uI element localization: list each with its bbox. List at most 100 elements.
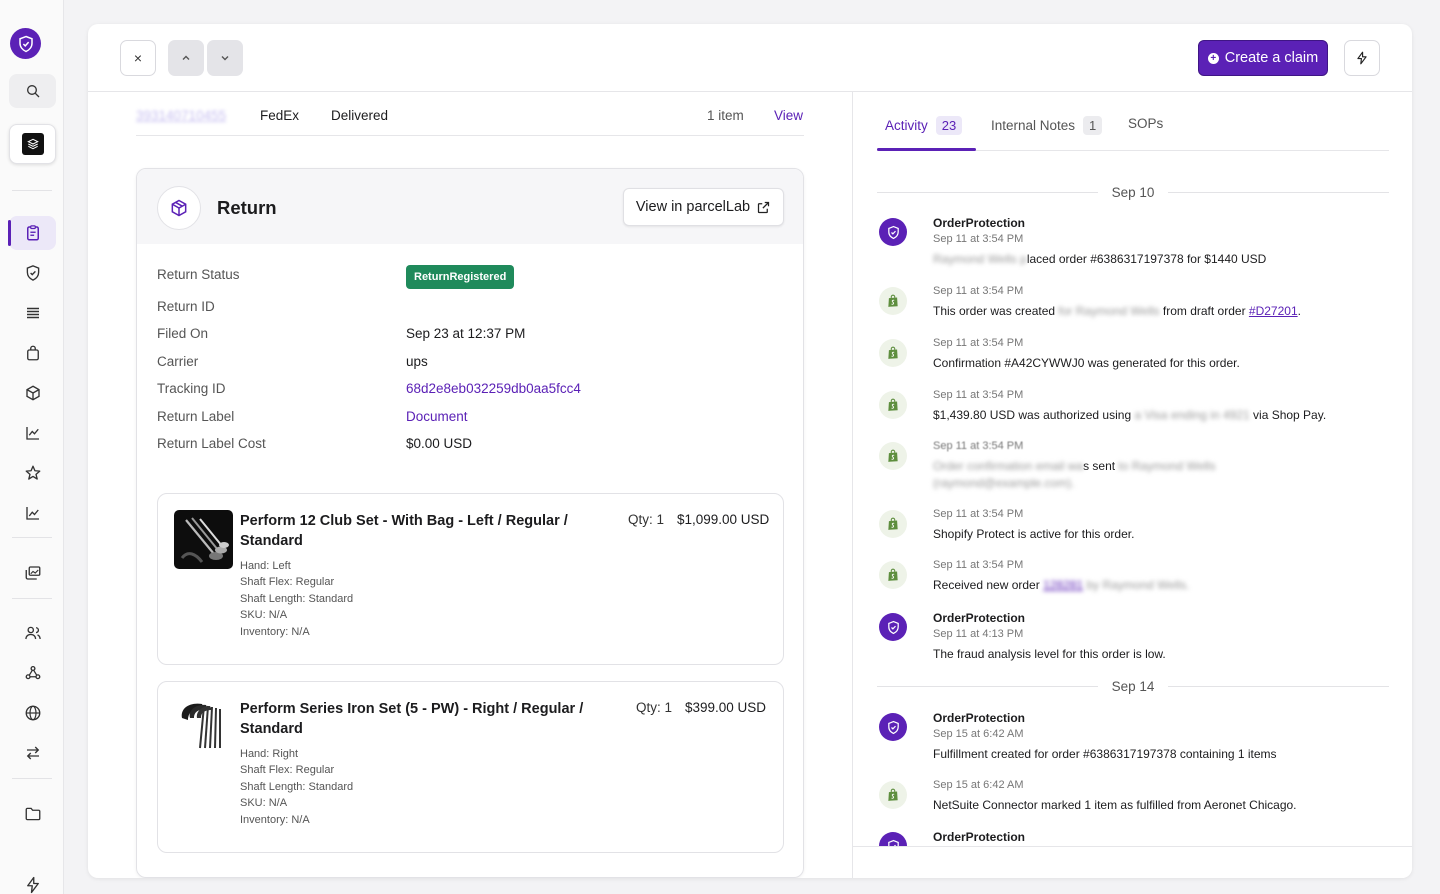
item-attr-inventory: Inventory: N/A	[240, 814, 310, 826]
tracking-number-link[interactable]: 393140710455	[136, 108, 227, 123]
search-icon[interactable]	[9, 74, 56, 108]
brand-shield-icon[interactable]	[10, 28, 41, 59]
event-time: Sep 11 at 3:54 PM	[933, 285, 1024, 297]
next-button[interactable]	[207, 40, 243, 76]
quick-actions-button[interactable]	[1344, 40, 1380, 76]
product-image-club-set	[174, 510, 233, 569]
flash-icon	[1357, 51, 1367, 65]
create-claim-label: Create a claim	[1224, 50, 1319, 66]
gallery-icon[interactable]	[9, 556, 56, 590]
return-status-badge: ReturnRegistered	[406, 265, 515, 289]
orderprotection-shield-icon	[879, 713, 907, 741]
activity-tabs: Activity 23 Internal Notes 1 SOPs	[877, 92, 1389, 151]
activity-footer	[853, 846, 1412, 878]
event-time: Sep 11 at 3:54 PM	[933, 440, 1024, 452]
active-tab-indicator	[877, 148, 976, 151]
event-time: Sep 11 at 3:54 PM	[933, 389, 1024, 401]
shopify-bag-icon	[879, 287, 907, 315]
bag-icon[interactable]	[9, 336, 56, 370]
item-quantity: Qty: 1	[636, 700, 673, 715]
analytics-icon[interactable]	[9, 496, 56, 530]
tracking-id-link[interactable]: 68d2e8eb032259db0aa5fcc4	[406, 381, 581, 396]
chart-icon[interactable]	[9, 416, 56, 450]
shopify-bag-icon	[879, 391, 907, 419]
shopify-bag-icon	[879, 561, 907, 589]
sidebar-divider	[12, 537, 52, 538]
shopify-bag-icon	[879, 442, 907, 470]
field-value-carrier: ups	[406, 354, 428, 369]
shipment-carrier: FedEx	[260, 108, 300, 123]
shipment-row: 393140710455 FedEx Delivered 1 item View	[136, 92, 804, 136]
flash-icon[interactable]	[9, 868, 56, 894]
package-icon[interactable]	[9, 376, 56, 410]
event-text: The fraud analysis level for this order …	[933, 647, 1166, 661]
event-time: Sep 11 at 3:54 PM	[933, 233, 1024, 245]
close-icon: ×	[133, 50, 143, 66]
field-label-carrier: Carrier	[157, 354, 199, 369]
return-label-document-link[interactable]: Document	[406, 409, 468, 424]
event-text: NetSuite Connector marked 1 item as fulf…	[933, 798, 1297, 812]
tab-sops-label: SOPs	[1128, 116, 1164, 131]
tab-internal-notes-count: 1	[1083, 116, 1103, 135]
store-icon[interactable]	[9, 124, 56, 164]
return-item-card: Perform 12 Club Set - With Bag - Left / …	[157, 493, 784, 665]
order-detail-panel: × + Create a claim 393140710455 FedEx De…	[88, 24, 1412, 878]
orderprotection-shield-icon	[879, 218, 907, 246]
transfer-icon[interactable]	[9, 736, 56, 770]
event-text-continued: (raymond@example.com).	[933, 476, 1075, 490]
event-text: This order was created for Raymond Wells…	[933, 304, 1301, 318]
shopify-bag-icon	[879, 339, 907, 367]
date-separator: Sep 10	[877, 184, 1389, 200]
activity-event: OrderProtection	[877, 830, 1389, 846]
product-image-iron-set	[174, 698, 233, 757]
shopify-bag-icon	[879, 510, 907, 538]
item-attr-shaft-flex: Shaft Flex: Regular	[240, 764, 335, 776]
view-in-parcellab-button[interactable]: View in parcelLab	[623, 188, 784, 226]
previous-button[interactable]	[168, 40, 204, 76]
field-label-return-label-cost: Return Label Cost	[157, 436, 266, 451]
webhook-icon[interactable]	[9, 656, 56, 690]
users-icon[interactable]	[9, 616, 56, 650]
tab-activity-label: Activity	[885, 118, 928, 133]
orderprotection-shield-icon	[879, 832, 907, 846]
event-time: Sep 15 at 6:42 AM	[933, 728, 1024, 740]
item-attr-inventory: Inventory: N/A	[240, 626, 310, 638]
item-quantity: Qty: 1	[628, 512, 665, 527]
event-text: $1,439.80 USD was authorized using a Vis…	[933, 408, 1327, 422]
orders-icon[interactable]	[8, 216, 56, 250]
tab-sops[interactable]: SOPs	[1128, 116, 1163, 131]
create-claim-button[interactable]: + Create a claim	[1198, 40, 1328, 76]
tab-internal-notes[interactable]: Internal Notes 1	[991, 116, 1103, 135]
event-author: OrderProtection	[933, 711, 1026, 725]
star-icon[interactable]	[9, 456, 56, 490]
item-attr-sku: SKU: N/A	[240, 797, 288, 809]
field-label-return-status: Return Status	[157, 267, 240, 282]
close-button[interactable]: ×	[120, 40, 156, 76]
order-link[interactable]: 128281	[1043, 578, 1084, 592]
item-attr-hand: Hand: Right	[240, 748, 299, 760]
view-in-parcellab-label: View in parcelLab	[635, 199, 751, 215]
shield-icon[interactable]	[9, 256, 56, 290]
shipment-view-link[interactable]: View	[774, 108, 804, 123]
item-attr-hand: Hand: Left	[240, 560, 291, 572]
draft-order-link[interactable]: #D27201	[1248, 304, 1298, 318]
item-title: Perform 12 Club Set - With Bag - Left / …	[240, 513, 568, 549]
sidebar-divider	[12, 598, 52, 599]
sidebar	[0, 0, 64, 894]
shipment-item-count: 1 item	[707, 108, 744, 123]
globe-icon[interactable]	[9, 696, 56, 730]
folder-icon[interactable]	[9, 797, 56, 831]
field-label-tracking-id: Tracking ID	[157, 381, 226, 396]
field-label-return-id: Return ID	[157, 299, 215, 314]
sidebar-divider	[12, 190, 52, 191]
return-package-icon	[157, 186, 201, 230]
orderprotection-shield-icon	[879, 613, 907, 641]
tab-activity[interactable]: Activity 23	[885, 116, 963, 135]
item-title: Perform Series Iron Set (5 - PW) - Right…	[240, 701, 584, 737]
list-icon[interactable]	[9, 296, 56, 330]
event-time: Sep 11 at 3:54 PM	[933, 337, 1024, 349]
event-text: Fulfillment created for order #638631719…	[933, 747, 1277, 761]
event-text: Shopify Protect is active for this order…	[933, 527, 1135, 541]
event-text: Raymond Wells placed order #638631719737…	[933, 252, 1267, 266]
event-author: OrderProtection	[933, 830, 1026, 844]
